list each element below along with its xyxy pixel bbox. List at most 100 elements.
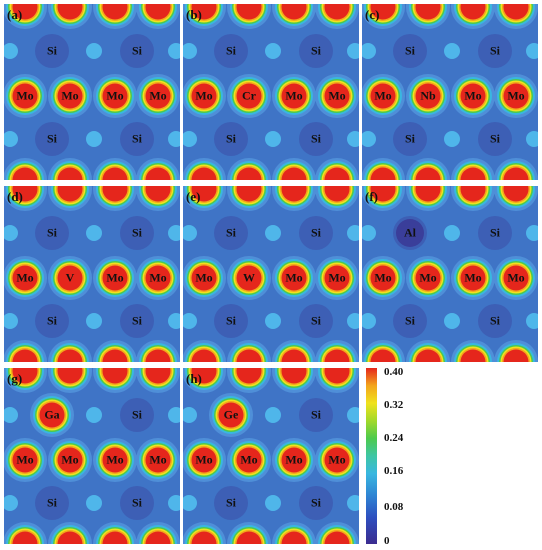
metal-atom-core <box>370 83 396 109</box>
atom-label: Mo <box>106 452 124 467</box>
interstitial-blob <box>183 495 197 511</box>
edge-atom-core <box>281 186 307 202</box>
si-region <box>393 304 427 338</box>
edge-atom-core <box>145 4 171 20</box>
si-region <box>120 304 154 338</box>
atom-label: Mo <box>195 452 213 467</box>
edge-atom-core <box>191 368 217 384</box>
atom-label: Si <box>46 313 58 328</box>
edge-atom-core <box>236 186 262 202</box>
si-region <box>120 486 154 520</box>
colorbar-tick: 0.24 <box>384 432 404 444</box>
atom-label: Si <box>404 313 416 328</box>
edge-atom-core <box>102 4 128 20</box>
atom-label: Mo <box>16 88 34 103</box>
atom-label: Si <box>310 407 322 422</box>
atom-label: Si <box>131 313 143 328</box>
ge-atom-core <box>218 402 244 428</box>
atom-label: Mo <box>61 88 79 103</box>
atom-label: Mo <box>106 270 124 285</box>
si-region <box>35 304 69 338</box>
metal-atom-core <box>281 83 307 109</box>
edge-atom-core <box>102 186 128 202</box>
edge-atom-core <box>370 349 396 362</box>
edge-atom-core <box>415 167 441 180</box>
density-map <box>4 4 180 180</box>
interstitial-blob <box>4 43 18 59</box>
atom-label: Si <box>310 495 322 510</box>
interstitial-blob <box>265 43 281 59</box>
atom-label: Si <box>489 225 501 240</box>
atom-label: Si <box>46 131 58 146</box>
edge-atom-core <box>12 349 38 362</box>
si-region <box>299 34 333 68</box>
interstitial-blob <box>362 313 376 329</box>
edge-atom-core <box>503 4 529 20</box>
panel-label: (b) <box>186 7 202 22</box>
atom-label: Mo <box>328 452 346 467</box>
interstitial-blob <box>526 225 538 241</box>
metal-atom-core <box>12 265 38 291</box>
metal-atom-core <box>57 83 83 109</box>
interstitial-blob <box>86 407 102 423</box>
edge-atom-core <box>281 167 307 180</box>
atom-label: Si <box>225 225 237 240</box>
panel-label: (f) <box>365 189 378 204</box>
atom-label: Si <box>310 43 322 58</box>
panel-label: (g) <box>7 371 23 386</box>
interstitial-blob <box>86 225 102 241</box>
metal-atom-core <box>145 447 171 473</box>
interstitial-blob <box>183 225 197 241</box>
edge-atom-core <box>324 167 350 180</box>
interstitial-blob <box>362 225 376 241</box>
atom-label: Mo <box>285 270 303 285</box>
edge-atom-core <box>324 4 350 20</box>
atom-label: Ga <box>44 407 60 422</box>
atom-label: Mo <box>149 452 167 467</box>
edge-atom-core <box>57 531 83 544</box>
al-atom <box>396 219 424 247</box>
edge-atom-core <box>145 368 171 384</box>
metal-atom-core <box>324 265 350 291</box>
edge-atom-core <box>281 349 307 362</box>
interstitial-blob <box>347 225 359 241</box>
edge-atom-core <box>145 349 171 362</box>
panel-f: (f) Al Si Mo Mo Mo Mo Si Si <box>362 186 538 362</box>
atom-label: Mo <box>16 452 34 467</box>
metal-atom-core <box>236 83 262 109</box>
panel-label: (d) <box>7 189 23 204</box>
colorbar <box>366 368 377 544</box>
edge-atom-core <box>236 4 262 20</box>
colorbar-tick: 0.32 <box>384 399 404 411</box>
interstitial-blob <box>444 43 460 59</box>
interstitial-blob <box>444 131 460 147</box>
interstitial-blob <box>86 131 102 147</box>
panel-b: (b) Si Si Mo Cr Mo Mo Si Si <box>183 4 359 180</box>
atom-label: Si <box>46 225 58 240</box>
interstitial-blob <box>265 313 281 329</box>
metal-atom-core <box>415 83 441 109</box>
atom-label: Ge <box>223 407 239 422</box>
edge-atom-core <box>236 368 262 384</box>
density-map <box>4 186 180 362</box>
interstitial-blob <box>526 313 538 329</box>
edge-atom-core <box>460 349 486 362</box>
atom-label: Mo <box>419 270 437 285</box>
edge-atom-core <box>191 186 217 202</box>
interstitial-blob <box>444 313 460 329</box>
atom-label: Mo <box>195 270 213 285</box>
atom-label: Mo <box>149 88 167 103</box>
atom-label: Al <box>404 225 416 240</box>
interstitial-blob <box>347 313 359 329</box>
panel-a: (a) Si Si Mo Mo Mo Mo Si Si <box>4 4 180 180</box>
edge-atom-core <box>145 531 171 544</box>
atom-label: W <box>243 270 255 285</box>
edge-atom-core <box>415 349 441 362</box>
interstitial-blob <box>4 313 18 329</box>
edge-atom-core <box>12 368 38 384</box>
atom-label: Mo <box>374 270 392 285</box>
metal-atom-core <box>102 83 128 109</box>
atom-label: Si <box>131 43 143 58</box>
edge-atom-core <box>324 349 350 362</box>
edge-atom-core <box>145 167 171 180</box>
